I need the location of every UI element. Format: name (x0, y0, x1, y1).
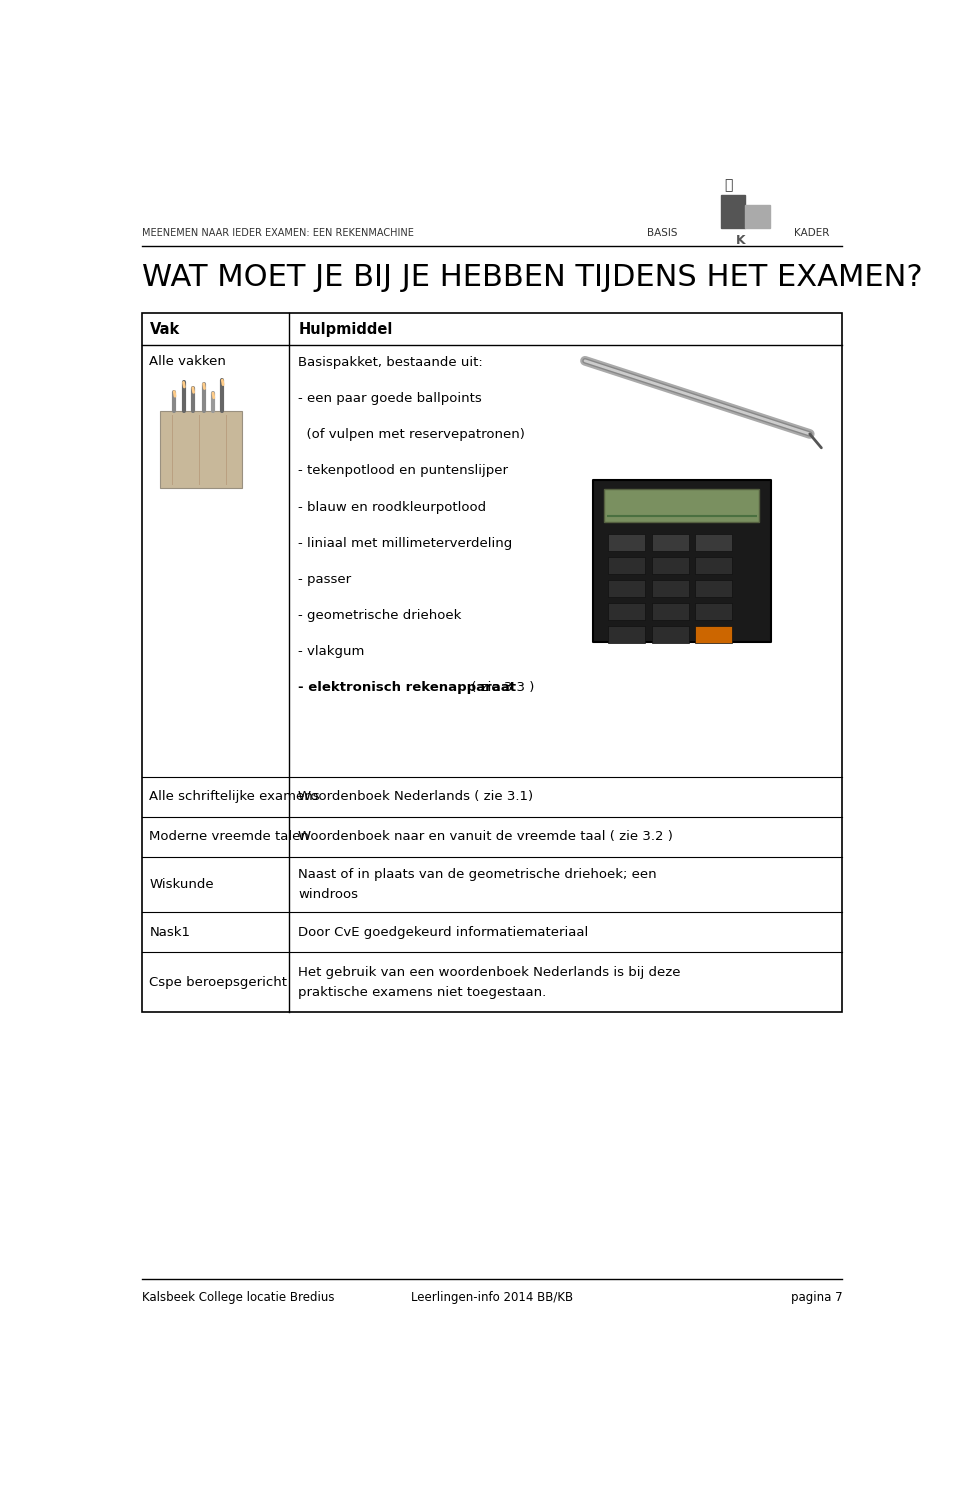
Text: K: K (736, 233, 746, 247)
Text: Cspe beroepsgericht: Cspe beroepsgericht (150, 976, 287, 988)
Text: - geometrische driehoek: - geometrische driehoek (299, 609, 462, 621)
Text: Nask1: Nask1 (150, 926, 190, 939)
Bar (609, 580, 645, 597)
Text: Woordenboek naar en vanuit de vreemde taal ( zie 3.2 ): Woordenboek naar en vanuit de vreemde ta… (299, 831, 673, 843)
Text: Wiskunde: Wiskunde (150, 878, 214, 892)
Bar (652, 603, 689, 620)
Text: Vak: Vak (150, 322, 180, 337)
Bar (652, 557, 689, 574)
Text: - vlakgum: - vlakgum (299, 645, 365, 658)
Text: Alle vakken: Alle vakken (150, 355, 227, 367)
Text: - tekenpotlood en puntenslijper: - tekenpotlood en puntenslijper (299, 465, 508, 477)
Bar (695, 557, 732, 574)
Text: (of vulpen met reservepatronen): (of vulpen met reservepatronen) (299, 428, 525, 441)
Text: MEENEMEN NAAR IEDER EXAMEN: EEN REKENMACHINE: MEENEMEN NAAR IEDER EXAMEN: EEN REKENMAC… (142, 229, 414, 238)
Bar (160, 410, 242, 487)
Bar (609, 627, 645, 643)
Text: Alle schriftelijke examens: Alle schriftelijke examens (150, 791, 320, 802)
Bar (652, 627, 689, 643)
Bar (142, 314, 842, 1012)
Bar (695, 603, 732, 620)
Text: Door CvE goedgekeurd informatiemateriaal: Door CvE goedgekeurd informatiemateriaal (299, 926, 588, 939)
Text: BASIS: BASIS (647, 229, 678, 238)
Bar (609, 603, 645, 620)
Text: KADER: KADER (794, 229, 829, 238)
Bar (605, 489, 759, 522)
Text: Leerlingen-info 2014 BB/KB: Leerlingen-info 2014 BB/KB (411, 1291, 573, 1305)
Text: WAT MOET JE BIJ JE HEBBEN TIJDENS HET EXAMEN?: WAT MOET JE BIJ JE HEBBEN TIJDENS HET EX… (142, 263, 923, 293)
Text: - elektronisch rekenapparaat: - elektronisch rekenapparaat (299, 681, 516, 694)
Text: Het gebruik van een woordenboek Nederlands is bij deze: Het gebruik van een woordenboek Nederlan… (299, 966, 681, 979)
Bar (652, 580, 689, 597)
Text: Moderne vreemde talen: Moderne vreemde talen (150, 831, 309, 843)
Text: - een paar goede ballpoints: - een paar goede ballpoints (299, 392, 482, 406)
Bar (592, 480, 771, 642)
Bar (652, 533, 689, 551)
Text: - passer: - passer (299, 572, 351, 585)
Text: Kalsbeek College locatie Bredius: Kalsbeek College locatie Bredius (142, 1291, 334, 1305)
Bar (695, 580, 732, 597)
Bar (745, 205, 770, 227)
Bar (695, 627, 732, 643)
Bar (609, 557, 645, 574)
Text: Naast of in plaats van de geometrische driehoek; een: Naast of in plaats van de geometrische d… (299, 868, 657, 881)
Text: ( zie 3.3 ): ( zie 3.3 ) (468, 681, 535, 694)
Bar (695, 533, 732, 551)
Text: Hulpmiddel: Hulpmiddel (299, 322, 393, 337)
Text: windroos: windroos (299, 889, 358, 901)
Text: praktische examens niet toegestaan.: praktische examens niet toegestaan. (299, 985, 546, 999)
Text: 🏃: 🏃 (725, 178, 732, 192)
Text: - liniaal met millimeterverdeling: - liniaal met millimeterverdeling (299, 536, 513, 550)
Bar (609, 533, 645, 551)
Text: Basispakket, bestaande uit:: Basispakket, bestaande uit: (299, 357, 483, 369)
Text: Woordenboek Nederlands ( zie 3.1): Woordenboek Nederlands ( zie 3.1) (299, 791, 534, 802)
Text: pagina 7: pagina 7 (791, 1291, 842, 1305)
Bar (721, 195, 745, 227)
Text: - blauw en roodkleurpotlood: - blauw en roodkleurpotlood (299, 501, 487, 514)
